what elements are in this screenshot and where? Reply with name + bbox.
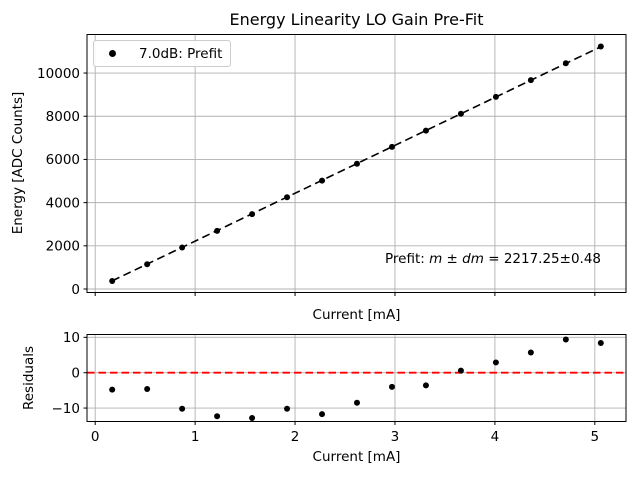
bottom-xaxis-label: Current [mA] xyxy=(312,449,401,465)
fit-annotation-eq: = xyxy=(483,251,504,267)
x-tick-label: 5 xyxy=(591,429,600,445)
x-tick-label: 2 xyxy=(291,429,300,445)
fit-annotation-prefix: Prefit: xyxy=(385,251,430,267)
chart-title: Energy Linearity LO Gain Pre-Fit xyxy=(229,10,484,29)
data-point xyxy=(457,367,464,374)
fit-annotation-pm: ± xyxy=(442,251,463,267)
y-tick-label: 0 xyxy=(71,365,80,381)
data-point xyxy=(109,277,116,284)
data-point xyxy=(388,383,395,390)
data-point xyxy=(527,349,534,356)
data-point xyxy=(144,385,151,392)
data-point xyxy=(457,110,464,117)
fit-annotation-value: 2217.25±0.48 xyxy=(503,251,602,267)
data-point xyxy=(597,339,604,346)
data-point xyxy=(284,405,291,412)
data-point xyxy=(562,60,569,67)
data-point xyxy=(422,382,429,389)
legend: 7.0dB: Prefit xyxy=(93,40,231,67)
y-tick-label: 4000 xyxy=(46,195,80,211)
y-tick-label: −10 xyxy=(52,401,81,417)
y-tick-label: 8000 xyxy=(46,109,80,125)
legend-label: 7.0dB: Prefit xyxy=(139,45,223,62)
data-point xyxy=(492,359,499,366)
y-tick-label: 6000 xyxy=(46,152,80,168)
top-xaxis-label: Current [mA] xyxy=(312,307,401,323)
data-point xyxy=(492,93,499,100)
data-point xyxy=(179,405,186,412)
x-tick-label: 3 xyxy=(391,429,400,445)
fit-annotation-m: m xyxy=(429,251,443,267)
x-tick-label: 0 xyxy=(91,429,100,445)
data-point xyxy=(353,160,360,167)
data-point xyxy=(179,244,186,251)
data-point xyxy=(422,127,429,134)
fit-line xyxy=(111,45,602,282)
x-tick-label: 1 xyxy=(191,429,200,445)
axes-frame xyxy=(86,34,627,293)
data-point xyxy=(597,43,604,50)
data-point xyxy=(214,413,221,420)
y-tick-label: 10 xyxy=(63,330,80,346)
y-tick-label: 10000 xyxy=(37,66,80,82)
data-point xyxy=(562,336,569,343)
legend-marker-icon xyxy=(109,50,116,57)
data-point xyxy=(109,386,116,393)
data-point xyxy=(319,411,326,418)
data-point xyxy=(527,77,534,84)
data-point xyxy=(144,261,151,268)
fit-annotation: Prefit: m ± dm = 2217.25±0.48 xyxy=(385,251,601,267)
data-point xyxy=(214,227,221,234)
bottom-yaxis-label: Residuals xyxy=(21,345,37,411)
data-point xyxy=(353,399,360,406)
data-point xyxy=(388,143,395,150)
axes-frame xyxy=(86,334,627,422)
x-tick-label: 4 xyxy=(491,429,500,445)
data-point xyxy=(284,194,291,201)
data-point xyxy=(319,177,326,184)
y-tick-label: 0 xyxy=(71,282,80,298)
data-point xyxy=(249,414,256,421)
data-point xyxy=(249,211,256,218)
top-yaxis-label: Energy [ADC Counts] xyxy=(10,91,26,235)
y-tick-label: 2000 xyxy=(46,239,80,255)
fit-annotation-dm: dm xyxy=(462,251,484,267)
